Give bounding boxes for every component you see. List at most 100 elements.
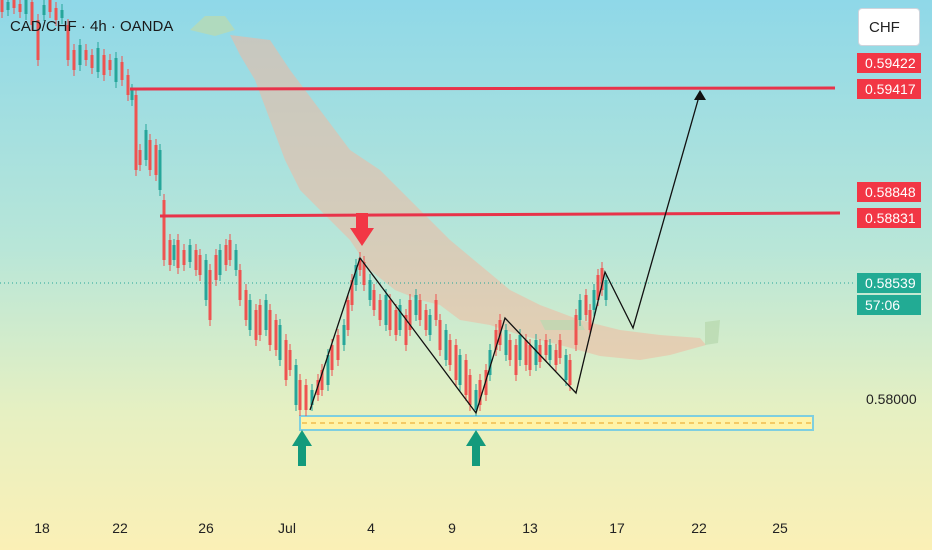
candle-body xyxy=(604,280,608,300)
candle-body xyxy=(204,260,208,300)
candle-body xyxy=(298,380,302,410)
candle-body xyxy=(418,300,422,320)
candle-body xyxy=(244,290,248,320)
candle-body xyxy=(238,270,242,300)
candle-body xyxy=(508,340,512,360)
candle-body xyxy=(600,268,604,290)
candle-body xyxy=(48,0,52,12)
ichimoku-cloud-bullish xyxy=(540,320,585,330)
candle-body xyxy=(264,300,268,330)
candle-body xyxy=(588,310,592,330)
candle-body xyxy=(578,300,582,320)
ichimoku-cloud-bullish xyxy=(190,16,235,36)
price-badge-lower-low: 0.58831 xyxy=(857,208,921,228)
time-label: 17 xyxy=(609,520,625,536)
candle-body xyxy=(284,340,288,380)
time-label: Jul xyxy=(278,520,296,536)
candle-body xyxy=(84,50,88,60)
ichimoku-cloud-bearish xyxy=(230,35,706,360)
candle-body xyxy=(464,360,468,395)
candle-body xyxy=(12,0,16,8)
candle-body xyxy=(548,345,552,360)
candle-body xyxy=(54,8,58,20)
candle-body xyxy=(258,305,262,335)
candle-body xyxy=(438,320,442,350)
candle-body xyxy=(468,375,472,405)
candle-body xyxy=(354,265,358,285)
candle-body xyxy=(234,250,238,270)
candle-body xyxy=(198,255,202,275)
candle-body xyxy=(342,325,346,345)
candle-body xyxy=(214,255,218,280)
price-tick-label: 0.58000 xyxy=(866,391,917,407)
projection-path xyxy=(309,92,701,415)
candle-body xyxy=(36,20,40,60)
candle-body xyxy=(330,345,334,370)
candle-body xyxy=(596,275,600,300)
candle-body xyxy=(188,245,192,262)
candle-body xyxy=(398,305,402,330)
candle-body xyxy=(458,355,462,385)
candle-body xyxy=(90,55,94,68)
candle-body xyxy=(326,355,330,385)
up-arrow-icon xyxy=(292,430,312,466)
candle-body xyxy=(134,95,138,170)
candle-body xyxy=(564,355,568,380)
time-label: 4 xyxy=(367,520,375,536)
up-arrow-icon xyxy=(466,430,486,466)
candle-body xyxy=(478,380,482,405)
candle-body xyxy=(358,258,362,270)
candle-body xyxy=(304,385,308,410)
candle-body xyxy=(18,4,22,12)
resistance-line-lower xyxy=(159,211,841,218)
candle-body xyxy=(0,0,4,12)
candle-body xyxy=(278,325,282,360)
time-label: 9 xyxy=(448,520,456,536)
chart-title: CAD/CHF · 4h · OANDA xyxy=(10,18,174,35)
candle-body xyxy=(504,330,508,355)
candle-body xyxy=(424,310,428,330)
time-label: 18 xyxy=(34,520,50,536)
candle-body xyxy=(208,270,212,320)
candle-body xyxy=(148,140,152,170)
price-badge-upper-high: 0.59422 xyxy=(857,53,921,73)
current-price-badge: 0.58539 xyxy=(857,273,921,293)
candle-body xyxy=(248,300,252,330)
candle-body xyxy=(534,340,538,365)
candle-body xyxy=(294,365,298,405)
candle-body xyxy=(6,2,10,10)
time-label: 22 xyxy=(691,520,707,536)
ichimoku-cloud-bullish xyxy=(705,320,720,345)
candle-body xyxy=(60,10,64,18)
candle-body xyxy=(408,300,412,330)
candle-body xyxy=(228,240,232,260)
candle-body xyxy=(162,200,166,260)
candle-body xyxy=(168,240,172,265)
currency-selector[interactable]: CHF xyxy=(858,8,920,46)
candle-body xyxy=(288,350,292,370)
candle-body xyxy=(172,245,176,260)
candle-body xyxy=(130,90,134,100)
candle-body xyxy=(158,150,162,190)
candle-body xyxy=(154,145,158,175)
candle-body xyxy=(538,345,542,362)
candle-body xyxy=(484,370,488,395)
candle-body xyxy=(114,58,118,82)
candle-body xyxy=(524,340,528,365)
candle-body xyxy=(120,62,124,80)
candle-body xyxy=(346,300,350,330)
candle-body xyxy=(194,250,198,270)
candle-body xyxy=(372,290,376,310)
candle-body xyxy=(78,45,82,65)
candle-body xyxy=(488,350,492,375)
candle-body xyxy=(274,320,278,350)
candle-body xyxy=(138,150,142,165)
candle-body xyxy=(254,310,258,340)
candle-body xyxy=(144,130,148,160)
candle-body xyxy=(474,390,478,410)
candle-body xyxy=(362,262,366,285)
candle-body xyxy=(514,345,518,375)
candle-body xyxy=(592,290,596,310)
